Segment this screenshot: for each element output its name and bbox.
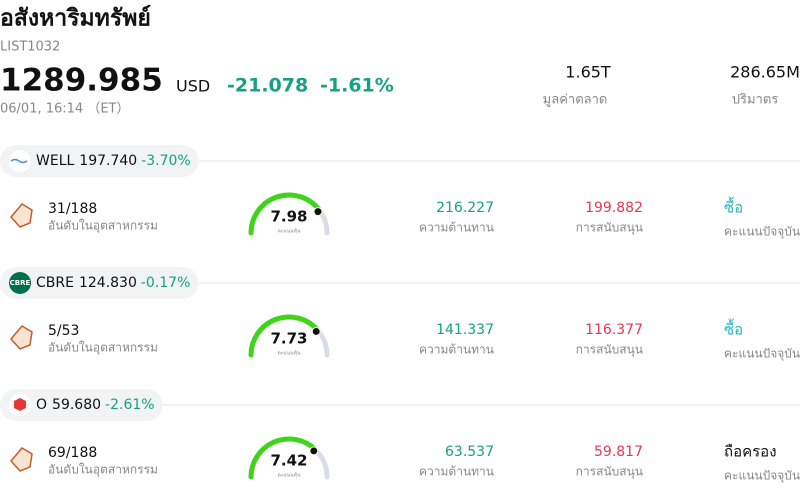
rating-label: คะแนนปัจจุบัน [724,347,800,362]
time: 06/01, 16:14 （ET） [0,102,129,117]
gauge-fill [248,436,318,480]
stock-change: -0.17% [141,275,191,291]
resistance-label: ความต้านทาน [419,221,494,235]
gauge-dot [311,326,321,336]
price: 1289.985 [0,63,163,99]
rank: 31/188 [48,201,97,217]
gauge-dot [309,446,319,456]
stat-label: ปริมาตร [732,93,779,108]
resistance: 216.227 [436,200,494,216]
rating: ซื้อ [724,197,743,217]
stat-value: 286.65M [730,63,800,82]
support: 199.882 [585,200,643,216]
support: 59.817 [594,444,643,460]
score: 7.42 [270,452,307,470]
score: 7.73 [270,330,307,348]
score-label: คะแนนหุ้น [278,472,301,479]
support-label: การสนับสนุน [576,465,643,480]
gauge-fill [248,314,321,358]
logo [9,272,31,294]
score-label: คะแนนหุ้น [278,350,301,357]
resistance: 141.337 [436,322,494,338]
rank: 69/188 [48,445,97,461]
support: 116.377 [585,322,643,338]
currency: USD [176,77,210,96]
stock-ticker: O [36,397,47,413]
gauge-dot [313,207,323,217]
logo-mark [14,398,26,411]
rank-label: อันดับในอุตสาหกรรม [48,219,158,234]
rank-label: อันดับในอุตสาหกรรม [48,341,158,356]
title: อสังหาริมทรัพย์ [0,5,151,32]
stock-price: 124.830 [79,275,137,291]
resistance: 63.537 [445,444,494,460]
rank: 5/53 [48,323,79,339]
resistance-label: ความต้านทาน [419,343,494,357]
rating-label: คะแนนปัจจุบัน [724,225,800,240]
stock-pill[interactable] [0,145,199,177]
gauge-fill [248,192,323,236]
score: 7.98 [270,208,307,226]
code: LIST1032 [0,40,60,55]
change: -21.078 [227,75,308,97]
score-label: คะแนนหุ้น [278,228,301,235]
stock-ticker: CBRE [36,275,74,291]
logo-mark [10,158,28,164]
stat-value: 1.65T [565,63,611,82]
rank-icon [10,325,33,350]
stock-pill[interactable] [0,267,199,299]
stock-price: 59.680 [52,397,101,413]
support-label: การสนับสนุน [576,343,643,358]
stock-change: -2.61% [105,397,155,413]
rank-icon [10,447,33,472]
rating-label: คะแนนปัจจุบัน [724,469,800,484]
rank-icon [10,203,33,228]
support-label: การสนับสนุน [576,221,643,236]
resistance-label: ความต้านทาน [419,465,494,479]
stock-ticker: WELL [36,153,74,169]
stat-label: มูลค่าตลาด [543,93,608,108]
stock-pill[interactable] [0,389,163,421]
stock-change: -3.70% [141,153,191,169]
stock-price: 197.740 [79,153,137,169]
logo-text: CBRE [10,279,31,287]
rating: ซื้อ [724,319,743,339]
rank-label: อันดับในอุตสาหกรรม [48,463,158,478]
change-pct: -1.61% [320,75,394,97]
rating: ถือครอง [724,443,777,461]
